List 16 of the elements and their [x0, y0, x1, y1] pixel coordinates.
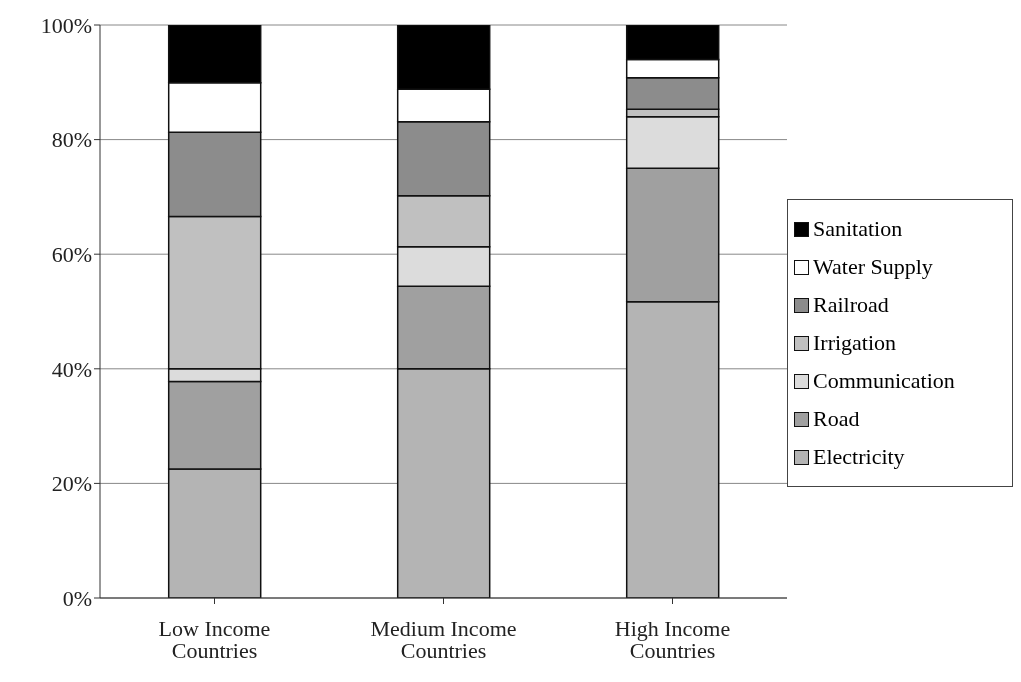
- y-tick-label: 20%: [51, 471, 92, 497]
- legend-label: Electricity: [813, 444, 905, 470]
- legend-label: Communication: [813, 368, 955, 394]
- legend-label: Road: [813, 406, 860, 432]
- x-tick-label: Medium Income Countries: [370, 615, 517, 663]
- legend-label: Irrigation: [813, 330, 897, 356]
- y-tick-label: 80%: [51, 127, 92, 153]
- legend-label: Water Supply: [813, 254, 933, 280]
- y-tick-label: 0%: [62, 585, 92, 611]
- legend-label: Sanitation: [813, 216, 903, 242]
- legend-label: Railroad: [813, 292, 889, 318]
- y-tick-label: 60%: [51, 242, 92, 268]
- y-tick-label: 100%: [40, 12, 92, 38]
- x-tick-label: High Income Countries: [614, 615, 731, 663]
- x-tick-label: Low Income Countries: [158, 615, 271, 663]
- y-tick-label: 40%: [51, 356, 92, 382]
